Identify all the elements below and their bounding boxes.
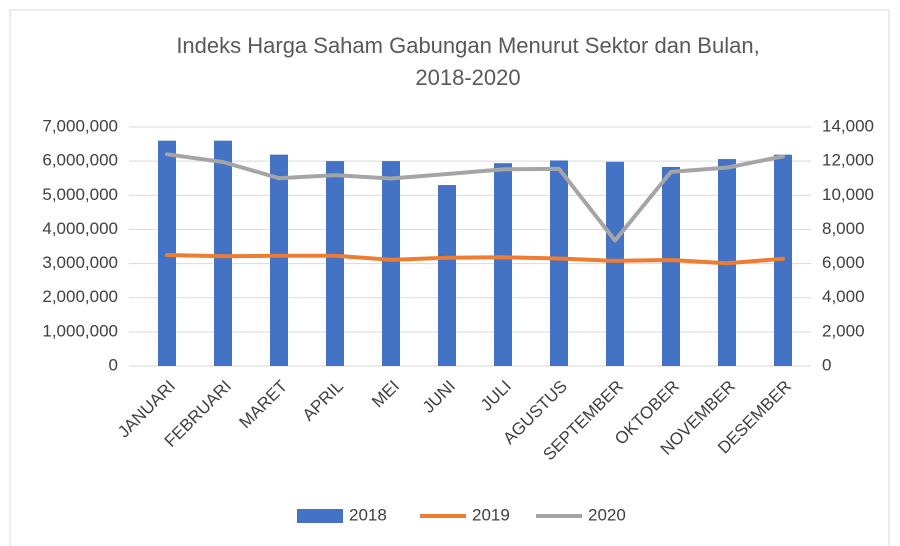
- chart-frame: [9, 9, 890, 546]
- legend-label: 2020: [588, 505, 626, 524]
- x-tick-label: APRIL: [299, 377, 347, 425]
- bar: [606, 161, 624, 366]
- bar: [270, 154, 288, 366]
- chart-title: Indeks Harga Saham Gabungan Menurut Sekt…: [176, 33, 760, 90]
- line: [165, 152, 785, 243]
- y-tick-label: 2,000,000: [42, 287, 118, 306]
- y-tick-label: 7,000,000: [42, 116, 118, 135]
- y2-tick-label: 0: [822, 355, 831, 374]
- x-tick-label: JULI: [477, 377, 515, 415]
- y2-tick-label: 6,000: [822, 253, 865, 272]
- y2-tick-label: 4,000: [822, 287, 865, 306]
- legend-label: 2019: [472, 505, 510, 524]
- y-tick-label: 0: [109, 355, 118, 374]
- bar: [382, 161, 400, 366]
- legend-swatch: [297, 509, 343, 523]
- x-tick-label: MARET: [235, 377, 291, 433]
- y-tick-label: 1,000,000: [42, 321, 118, 340]
- bar: [438, 185, 456, 366]
- y-tick-label: 3,000,000: [42, 253, 118, 272]
- y2-tick-label: 10,000: [822, 185, 874, 204]
- bar: [550, 160, 568, 366]
- bar: [214, 140, 232, 366]
- bar: [662, 166, 680, 366]
- y2-tick-label: 12,000: [822, 151, 874, 170]
- y2-tick-label: 8,000: [822, 219, 865, 238]
- y-tick-label: 5,000,000: [42, 185, 118, 204]
- legend-label: 2018: [349, 505, 387, 524]
- y-tick-label: 4,000,000: [42, 219, 118, 238]
- bar: [326, 161, 344, 366]
- line: [165, 253, 785, 266]
- y2-tick-label: 14,000: [822, 116, 874, 135]
- x-tick-label: JUNI: [419, 377, 459, 417]
- y-tick-label: 6,000,000: [42, 151, 118, 170]
- x-tick-label: MEI: [368, 377, 403, 412]
- bar: [494, 163, 512, 366]
- y2-tick-label: 2,000: [822, 321, 865, 340]
